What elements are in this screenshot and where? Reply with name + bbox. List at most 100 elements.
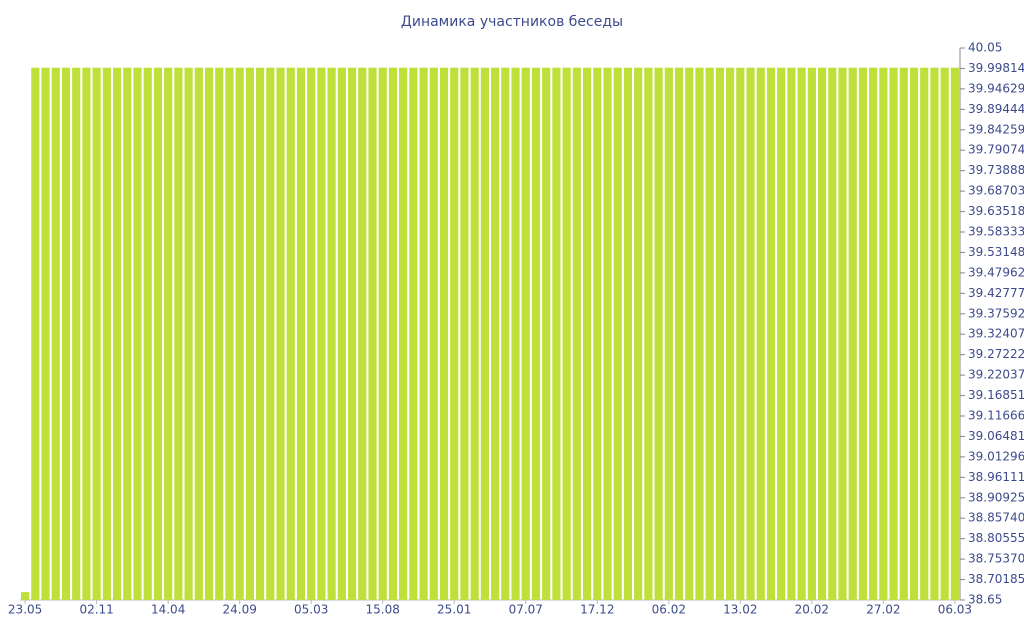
bar [828, 67, 837, 600]
bar [266, 67, 275, 600]
bar [112, 67, 122, 600]
bar [368, 67, 377, 600]
bar [256, 67, 265, 600]
y-tick-label: 39.73888 [968, 163, 1024, 177]
bar [327, 67, 336, 600]
y-tick-label: 39.63518 [968, 204, 1024, 218]
bar [245, 67, 254, 600]
bar [695, 67, 704, 600]
bar [644, 67, 653, 600]
y-tick-label: 38.80555 [968, 531, 1024, 545]
bar [501, 67, 510, 600]
y-tick-label: 39.47962 [968, 265, 1024, 279]
bar [766, 67, 776, 600]
bar [869, 67, 878, 600]
bar [347, 67, 357, 600]
bar [409, 67, 418, 600]
bar [562, 67, 571, 600]
bar [593, 67, 602, 600]
bar [296, 67, 306, 600]
bar [317, 67, 326, 600]
bar [664, 67, 673, 600]
bar [286, 67, 295, 600]
bar [930, 67, 939, 600]
y-tick-label: 39.79074 [968, 143, 1024, 157]
bar [603, 67, 612, 600]
bar [838, 67, 847, 600]
y-tick-label: 39.22037 [968, 368, 1024, 382]
bar [521, 67, 530, 600]
bar [337, 67, 346, 600]
bar [31, 67, 40, 600]
y-tick-label: 39.99814 [968, 61, 1024, 75]
x-tick-label: 17.12 [580, 603, 614, 617]
y-tick-label: 39.01296 [968, 449, 1024, 463]
y-tick-label: 39.11666 [968, 409, 1024, 423]
bar [184, 67, 193, 600]
bar [480, 67, 489, 600]
y-tick-label: 38.65 [968, 593, 1002, 607]
bar [102, 67, 111, 600]
chart-title: Динамика участников беседы [401, 14, 623, 30]
bar [552, 67, 561, 600]
bar [756, 67, 765, 600]
bar [92, 67, 101, 600]
bar [797, 67, 806, 600]
bar [899, 67, 908, 600]
y-tick-label: 39.42777 [968, 286, 1024, 300]
bar [307, 67, 316, 600]
bar [736, 67, 745, 600]
bar [511, 67, 520, 600]
bar [746, 67, 755, 600]
y-tick-label: 38.85740 [968, 511, 1024, 525]
bar [82, 67, 91, 600]
bar [215, 67, 224, 600]
y-tick-label: 39.68703 [968, 184, 1024, 198]
y-tick-label: 39.32407 [968, 327, 1024, 341]
y-tick-label: 39.37592 [968, 306, 1024, 320]
bar [194, 67, 203, 600]
bar [72, 67, 81, 600]
x-tick-label: 15.08 [366, 603, 400, 617]
bar [491, 67, 500, 600]
bar [674, 67, 684, 600]
x-tick-label: 07.07 [509, 603, 543, 617]
bar [572, 67, 581, 600]
bar [276, 67, 285, 600]
bar [21, 592, 30, 600]
bar [399, 67, 408, 600]
bar [358, 67, 367, 600]
bar [654, 67, 663, 600]
bar [634, 67, 643, 600]
x-tick-label: 06.02 [652, 603, 686, 617]
y-tick-label: 38.96111 [968, 470, 1024, 484]
bar [153, 67, 163, 600]
bar [143, 67, 152, 600]
x-tick-label: 20.02 [795, 603, 829, 617]
y-tick-label: 39.53148 [968, 245, 1024, 259]
bar [204, 67, 214, 600]
x-tick-label: 24.09 [222, 603, 256, 617]
y-tick-label: 39.94629 [968, 81, 1024, 95]
bar [817, 67, 827, 600]
bar [807, 67, 816, 600]
y-tick-label: 38.75370 [968, 552, 1024, 566]
bar [685, 67, 694, 600]
y-tick-label: 39.58333 [968, 225, 1024, 239]
x-tick-label: 23.05 [8, 603, 42, 617]
bar [848, 67, 857, 600]
y-tick-label: 39.27222 [968, 347, 1024, 361]
bar [164, 67, 173, 600]
x-tick-label: 14.04 [151, 603, 185, 617]
bar [133, 67, 142, 600]
bar [460, 67, 469, 600]
bar [470, 67, 479, 600]
x-tick-label: 13.02 [723, 603, 757, 617]
bar [613, 67, 622, 600]
bar [174, 67, 183, 600]
bar [542, 67, 551, 600]
y-tick-label: 39.89444 [968, 102, 1024, 116]
bar [777, 67, 786, 600]
bar [450, 67, 459, 600]
